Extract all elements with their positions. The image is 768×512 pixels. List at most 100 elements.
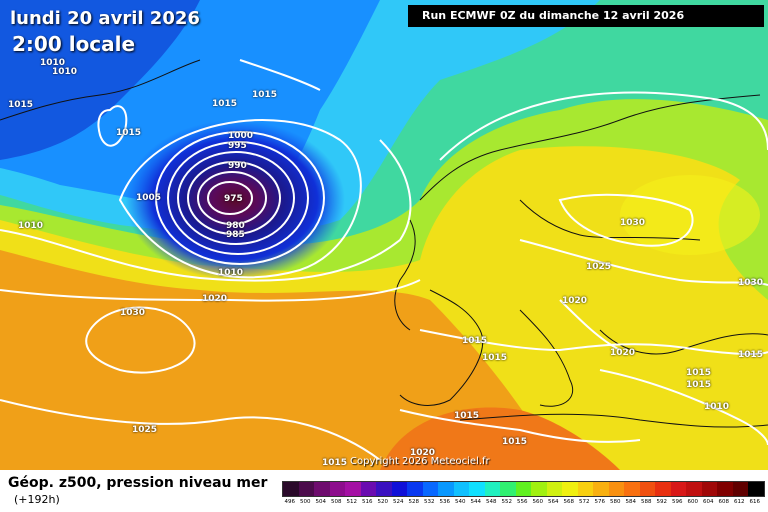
scale-swatch (484, 482, 500, 496)
scale-label: 524 (393, 499, 404, 505)
scale-swatch (639, 482, 655, 496)
scale-label: 500 (300, 499, 311, 505)
scale-label: 572 (579, 499, 590, 505)
scale-label: 612 (734, 499, 745, 505)
isobars (0, 59, 768, 461)
map-parameter-title: Géop. z500, pression niveau mer (8, 475, 268, 491)
isobar-label: 1020 (610, 348, 636, 358)
map-canvas (0, 0, 768, 470)
scale-swatch (655, 482, 671, 496)
isobar-1005 (118, 119, 362, 279)
scale-swatch (345, 482, 361, 496)
isobar-label: 1015 (462, 336, 488, 346)
scale-swatch (360, 482, 376, 496)
isobar-1030-east (558, 193, 694, 247)
scale-label: 592 (656, 499, 668, 505)
scale-label: 604 (703, 499, 714, 505)
scale-label: 548 (486, 499, 497, 505)
scale-swatch (376, 482, 392, 496)
scale-label: 576 (594, 499, 606, 505)
isobar-995 (167, 141, 309, 255)
coast-north-africa (459, 413, 768, 428)
scale-label: 512 (346, 499, 358, 505)
isobar-label: 975 (224, 194, 243, 204)
scale-label: 580 (610, 499, 621, 505)
scale-swatch (546, 482, 562, 496)
coast-greenland (0, 59, 201, 121)
isobar-label: 1015 (8, 100, 34, 110)
isobar-1000 (155, 131, 325, 265)
isobar-label: 1015 (454, 411, 480, 421)
scale-label: 516 (362, 499, 373, 505)
coast-uk (394, 219, 416, 331)
scale-swatch (391, 482, 407, 496)
isobar-label: 1015 (482, 353, 508, 363)
isobar-1015-mid (419, 329, 768, 356)
isobar-1015-greenland (97, 105, 128, 147)
scale-swatch (314, 482, 330, 496)
scale-swatch (593, 482, 609, 496)
isobar-990 (177, 151, 295, 245)
isobar-label: 1010 (52, 67, 78, 77)
scale-swatch (670, 482, 686, 496)
scale-swatch (701, 482, 717, 496)
scale-label: 532 (424, 499, 435, 505)
run-info-banner: Run ECMWF 0Z du dimanche 12 avril 2026 (408, 5, 764, 27)
coast-scandinavia (419, 94, 761, 201)
isobar-1025-west (0, 399, 381, 461)
field-orange-south (380, 407, 620, 470)
isobar-label: 1010 (704, 402, 730, 412)
scale-swatch (407, 482, 423, 496)
isobar-label: 1025 (132, 425, 158, 435)
scale-swatch (732, 482, 748, 496)
isobar-985 (187, 161, 281, 235)
isobar-label: 1030 (620, 218, 646, 228)
scale-swatch (329, 482, 345, 496)
scale-label: 496 (284, 499, 296, 505)
field-yellow-east (620, 175, 760, 255)
isobar-label: 1015 (322, 458, 348, 468)
isobar-label: 1015 (686, 368, 712, 378)
scale-label: 564 (548, 499, 559, 505)
isobar-1015-south (399, 409, 641, 443)
weather-map: lundi 20 avril 2026 2:00 locale Run ECMW… (0, 0, 768, 470)
isobar-label: 1020 (562, 296, 588, 306)
isobar-label: 990 (228, 161, 247, 171)
isobar-label: 1005 (136, 193, 162, 203)
copyright-notice: Copyright 2026 Meteociel.fr (350, 456, 490, 467)
forecast-local-time: 2:00 locale (12, 32, 136, 56)
scale-label: 616 (749, 499, 761, 505)
scale-swatch (422, 482, 438, 496)
isobar-label: 1030 (120, 308, 146, 318)
isobar-975 (207, 181, 253, 215)
isobar-1020-mid (559, 299, 621, 351)
scale-swatch (469, 482, 485, 496)
scale-label: 600 (687, 499, 699, 505)
scale-label: 588 (641, 499, 652, 505)
isobar-1025-east (519, 239, 768, 286)
isobar-1015-top (239, 59, 321, 91)
coast-iberia (399, 289, 484, 406)
field-deep-blue (0, 0, 200, 160)
scale-label: 608 (718, 499, 730, 505)
scale-swatch (438, 482, 454, 496)
scale-label: 536 (439, 499, 451, 505)
isobar-label: 1015 (502, 437, 528, 447)
isobar-1010-east (599, 369, 768, 446)
isobar-1015-north (439, 91, 768, 161)
scale-swatch (283, 482, 299, 496)
isobar-label: 1030 (738, 278, 764, 288)
scale-label: 584 (625, 499, 637, 505)
isobar-label: 1000 (228, 131, 254, 141)
scale-swatch (624, 482, 640, 496)
isobar-label: 1015 (212, 99, 238, 109)
scale-label: 596 (672, 499, 683, 505)
scale-swatch (608, 482, 624, 496)
forecast-date: lundi 20 avril 2026 (10, 8, 200, 29)
scale-label: 544 (470, 499, 482, 505)
scale-label: 568 (563, 499, 575, 505)
scale-swatch (577, 482, 593, 496)
scale-swatch (748, 482, 764, 496)
scale-label: 540 (455, 499, 466, 505)
scale-label: 520 (377, 499, 389, 505)
